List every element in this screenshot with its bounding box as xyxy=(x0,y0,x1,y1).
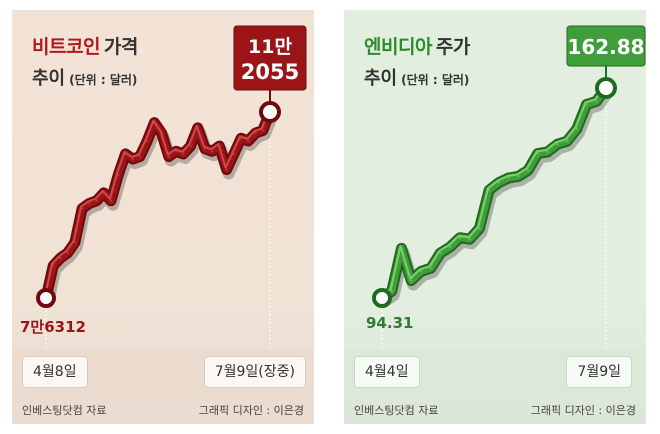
end-value-callout xyxy=(566,25,646,67)
chart-title: 비트코인 가격 xyxy=(32,32,138,59)
credit-label: 그래픽 디자인 : 이은경 xyxy=(198,404,304,417)
series-line-outline xyxy=(376,82,612,304)
data-point xyxy=(595,100,598,103)
chart-title-rest: 가격 xyxy=(103,36,138,58)
data-point xyxy=(210,150,214,153)
data-point xyxy=(468,238,471,241)
source-label: 인베스팅닷컴 자료 xyxy=(22,404,107,417)
data-point xyxy=(536,152,540,155)
data-point xyxy=(160,131,163,135)
data-point xyxy=(458,236,462,239)
chart-title-rest: 주가 xyxy=(435,36,470,58)
data-point xyxy=(109,199,113,202)
data-point xyxy=(145,139,149,143)
data-point xyxy=(546,150,549,154)
series-line xyxy=(378,84,610,302)
data-point xyxy=(439,251,442,255)
data-point xyxy=(497,181,501,184)
chart-title: 엔비디아 주가 xyxy=(364,32,470,59)
start-value-label: 94.31 xyxy=(366,314,413,332)
data-point xyxy=(232,152,236,156)
data-point xyxy=(507,176,510,180)
start-value-label: 7만6312 xyxy=(20,318,86,336)
chart-subtitle: 추이 (단위 : 달러) xyxy=(32,64,137,90)
data-point xyxy=(247,139,250,143)
chart-title-highlight: 엔비디아 xyxy=(364,36,432,58)
data-point xyxy=(124,152,127,156)
data-point xyxy=(167,155,171,158)
end-date-box: 7월9일 xyxy=(566,356,632,388)
end-value-label-line1: 11만 xyxy=(248,36,292,58)
series-line-outline xyxy=(40,106,276,304)
end-date-box: 7월9일(장중) xyxy=(203,356,306,388)
data-point xyxy=(73,241,77,244)
end-marker xyxy=(259,101,281,123)
data-point xyxy=(203,147,207,150)
data-point xyxy=(575,127,578,131)
data-point xyxy=(556,143,559,146)
data-point xyxy=(218,144,221,148)
data-point xyxy=(182,152,185,156)
data-point xyxy=(153,121,156,124)
data-point xyxy=(585,103,588,106)
series-line-highlight xyxy=(380,85,606,297)
chart-unit: (단위 : 달러) xyxy=(401,73,470,87)
data-point xyxy=(88,202,91,205)
chart-subtitle-text: 추이 xyxy=(364,68,398,89)
data-point xyxy=(526,169,530,172)
data-point xyxy=(66,251,69,254)
data-point xyxy=(254,131,257,135)
nvidia-chart-panel: 엔비디아 주가 추이 (단위 : 달러) 94.31 162.88 4월4일 7월9일… xyxy=(344,10,646,424)
data-point xyxy=(117,173,120,176)
data-point xyxy=(95,199,98,202)
data-point xyxy=(478,227,481,230)
data-point xyxy=(400,247,403,250)
data-point xyxy=(239,137,243,140)
start-date-box: 4월8일 xyxy=(22,356,88,388)
data-point xyxy=(102,191,106,195)
data-point xyxy=(138,155,142,158)
credit-label: 그래픽 디자인 : 이은경 xyxy=(530,404,636,417)
data-point xyxy=(390,290,393,293)
data-point xyxy=(410,279,413,282)
end-value-label-line2: 2055 xyxy=(241,60,299,84)
end-value-label: 162.88 xyxy=(567,35,644,59)
end-marker xyxy=(595,77,617,99)
nvidia-price-plot: 94.31 162.88 xyxy=(366,25,646,350)
data-point xyxy=(131,157,134,161)
start-date-box: 4월4일 xyxy=(354,356,420,388)
end-value-callout xyxy=(233,25,307,91)
data-point xyxy=(487,189,491,192)
data-point xyxy=(174,150,178,153)
start-marker xyxy=(36,288,56,308)
data-point xyxy=(419,270,423,273)
start-marker xyxy=(372,288,392,308)
data-point xyxy=(517,175,520,178)
chart-subtitle: 추이 (단위 : 달러) xyxy=(364,64,469,90)
data-point xyxy=(189,144,192,148)
data-point xyxy=(261,129,264,132)
data-point xyxy=(52,264,55,267)
chart-unit: (단위 : 달러) xyxy=(69,73,138,87)
source-label: 인베스팅닷컴 자료 xyxy=(354,404,439,417)
data-point xyxy=(225,168,228,171)
data-point xyxy=(448,245,452,249)
series-line-highlight xyxy=(44,109,270,297)
data-point xyxy=(196,126,199,130)
data-point xyxy=(80,207,84,210)
data-point xyxy=(429,267,432,270)
data-point xyxy=(59,256,62,260)
chart-subtitle-text: 추이 xyxy=(32,68,66,89)
bitcoin-chart-panel: 비트코인 가격 추이 (단위 : 달러) 7만6312 11만 2055 4월8일 7월… xyxy=(12,10,314,424)
data-point xyxy=(565,140,569,143)
chart-title-highlight: 비트코인 xyxy=(32,36,100,58)
